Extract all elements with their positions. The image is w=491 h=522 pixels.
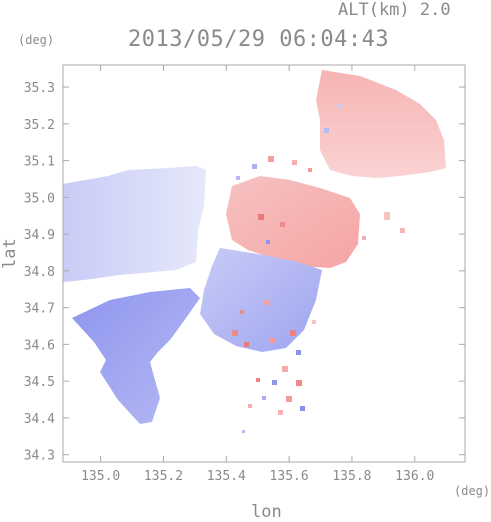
central-red-echo	[226, 176, 360, 268]
timestamp-title: 2013/05/29 06:04:43	[128, 27, 390, 52]
x-tick-label: 135.2	[144, 469, 183, 484]
west-blue-echo	[63, 166, 206, 282]
altitude-label: ALT(km) 2.0	[338, 0, 451, 20]
y-tick-label: 34.7	[24, 302, 55, 317]
plot-frame	[62, 64, 466, 463]
y-tick-label: 35.3	[24, 81, 55, 96]
y-tick-label: 34.6	[24, 338, 55, 353]
y-tick-label: 34.8	[24, 265, 55, 280]
axes: 34.3 34.4 34.5 34.6 34.7 34.8 34.9 35.0 35.1 35.2…	[24, 64, 466, 484]
x-tick-label: 135.6	[270, 469, 309, 484]
lat-unit-label: (deg)	[18, 33, 55, 47]
y-tick-label: 34.3	[24, 449, 55, 464]
y-tick-label: 34.9	[24, 228, 55, 243]
y-tick-label: 35.1	[24, 155, 55, 170]
x-tick-label: 135.0	[81, 469, 120, 484]
lon-unit-label: (deg)	[454, 484, 491, 498]
y-tick-label: 34.5	[24, 375, 55, 390]
x-tick-label: 135.8	[332, 469, 371, 484]
y-tick-label: 35.0	[24, 191, 55, 206]
central-blue-echo	[200, 248, 322, 352]
x-tick-label: 136.0	[395, 469, 434, 484]
y-tick-label: 34.4	[24, 412, 55, 427]
scattered-echo-cells	[232, 104, 405, 433]
x-tick-label: 135.4	[207, 469, 246, 484]
x-axis-label: lon	[251, 502, 282, 522]
velocity-field	[63, 70, 446, 433]
southwest-blue-echo	[72, 288, 200, 424]
northeast-red-echo	[316, 70, 446, 178]
y-tick-label: 35.2	[24, 118, 55, 133]
